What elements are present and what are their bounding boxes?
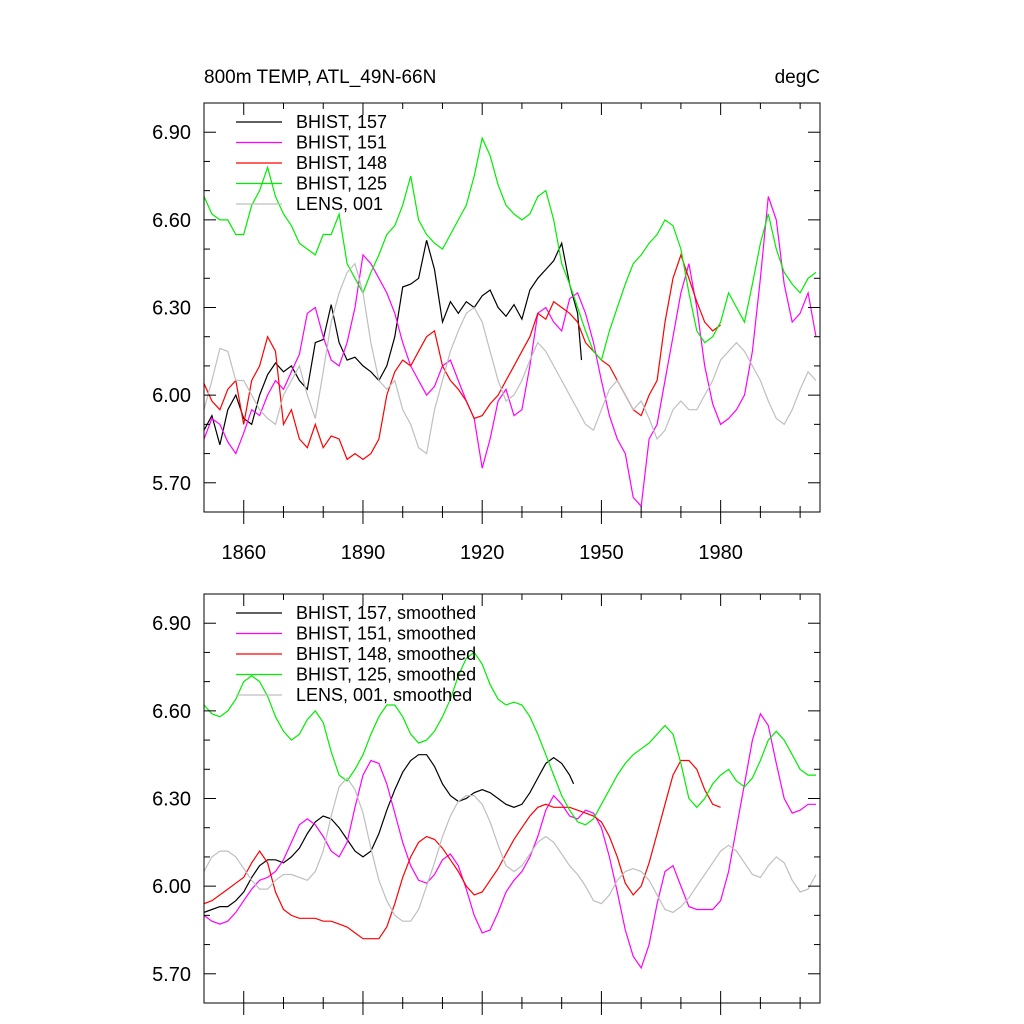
y-tick-label: 5.70 [152,473,191,495]
series-group [204,136,817,508]
legend-label: BHIST, 125, smoothed [296,665,476,685]
y-tick-label: 6.30 [152,789,191,811]
top-panel: 800m TEMP, ATL_49N-66N degC 5.70 6.00 6.30… [152,67,821,564]
bottom-plot-area: 5.70 6.00 6.30 6.60 6.90 BHIST, 157, smoothed… [152,593,821,1015]
series-line-3 [204,253,721,461]
y-tick-label: 6.30 [152,298,191,320]
top-plot-area: 5.70 6.00 6.30 6.60 6.90 1860 1890 1920 1950 1980… [152,102,821,564]
legend-label: LENS, 001 [296,194,383,214]
x-tick-label: 1890 [341,542,386,564]
legend-label: BHIST, 148 [296,153,387,173]
series-line-5 [204,777,817,922]
legend-label: BHIST, 157, smoothed [296,603,476,623]
legend-label: BHIST, 157 [296,112,387,132]
series-line-4 [204,136,817,362]
series-line-3 [204,759,721,940]
x-tick-label: 1950 [579,542,624,564]
bottom-panel: 5.70 6.00 6.30 6.60 6.90 BHIST, 157, smoothed… [152,593,821,1015]
y-tick-label: 6.00 [152,876,191,898]
legend-label: BHIST, 125 [296,174,387,194]
y-tick-label: 6.60 [152,701,191,723]
x-tick-label: 1920 [460,542,505,564]
series-line-4 [204,651,816,826]
series-line-1 [204,240,583,445]
series-line-2 [204,196,817,508]
x-tick-label: 1860 [221,542,266,564]
y-tick-label: 6.60 [152,210,191,232]
top-panel-units: degC [775,67,820,88]
series-group [204,651,817,970]
legend-label: BHIST, 151, smoothed [296,624,476,644]
series-line-5 [204,262,817,455]
legend-label: BHIST, 151 [296,133,387,153]
series-line-2 [204,712,816,970]
y-tick-label: 6.90 [152,122,191,144]
y-tick-label: 6.00 [152,385,191,407]
legend-label: LENS, 001, smoothed [296,685,472,705]
top-panel-title: 800m TEMP, ATL_49N-66N [204,67,436,88]
y-tick-label: 6.90 [152,613,191,635]
legend-label: BHIST, 148, smoothed [296,644,476,664]
x-tick-label: 1980 [698,542,743,564]
y-tick-label: 5.70 [152,964,191,986]
